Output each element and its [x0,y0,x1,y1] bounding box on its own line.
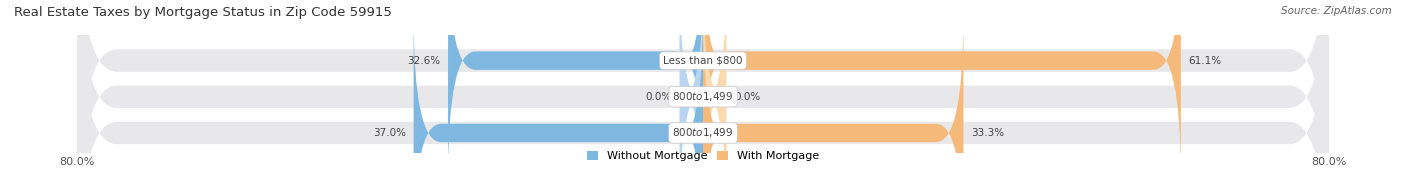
Text: 0.0%: 0.0% [645,92,672,102]
FancyBboxPatch shape [703,15,963,196]
FancyBboxPatch shape [699,0,730,196]
FancyBboxPatch shape [77,0,1329,196]
FancyBboxPatch shape [77,0,1329,196]
FancyBboxPatch shape [449,0,703,178]
Legend: Without Mortgage, With Mortgage: Without Mortgage, With Mortgage [588,151,818,162]
FancyBboxPatch shape [413,15,703,196]
Text: 0.0%: 0.0% [734,92,761,102]
Text: Source: ZipAtlas.com: Source: ZipAtlas.com [1281,6,1392,16]
FancyBboxPatch shape [676,0,707,196]
Text: 33.3%: 33.3% [972,128,1004,138]
FancyBboxPatch shape [77,0,1329,196]
FancyBboxPatch shape [703,0,1181,178]
Text: 61.1%: 61.1% [1188,56,1222,66]
Text: Real Estate Taxes by Mortgage Status in Zip Code 59915: Real Estate Taxes by Mortgage Status in … [14,6,392,19]
Text: 32.6%: 32.6% [408,56,440,66]
Text: 37.0%: 37.0% [373,128,406,138]
Text: $800 to $1,499: $800 to $1,499 [672,90,734,103]
Text: $800 to $1,499: $800 to $1,499 [672,126,734,140]
Text: Less than $800: Less than $800 [664,56,742,66]
